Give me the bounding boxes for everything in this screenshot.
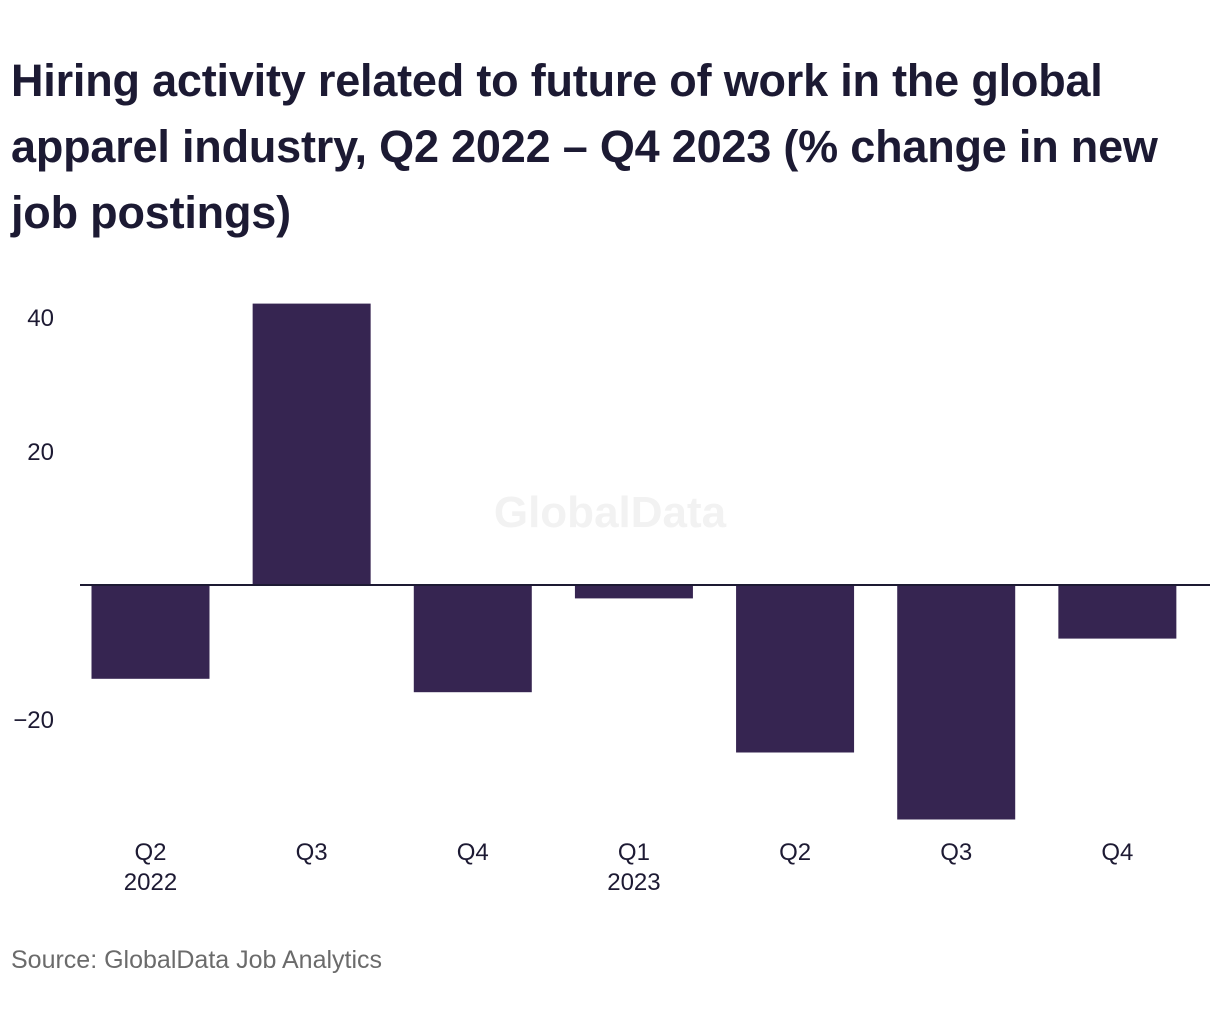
chart-title: Hiring activity related to future of wor… <box>11 55 1158 238</box>
bar-q2-4 <box>736 585 855 753</box>
watermark: GlobalData <box>494 488 727 537</box>
x-tick-label: Q4 <box>457 839 489 866</box>
bar-q4-2 <box>413 585 532 693</box>
x-tick-year-label: 2023 <box>607 869 660 896</box>
x-tick-label: Q3 <box>296 839 328 866</box>
x-tick-label: Q1 <box>618 839 650 866</box>
bar-q2-2022-0 <box>91 585 210 679</box>
x-tick-label: Q3 <box>940 839 972 866</box>
y-tick-label: 20 <box>27 439 54 466</box>
x-tick-year-label: 2022 <box>124 869 177 896</box>
bar-q4-6 <box>1058 585 1177 639</box>
x-tick-label: Q2 <box>134 839 166 866</box>
x-tick-label: Q2 <box>779 839 811 866</box>
y-tick-label: −20 <box>13 707 54 734</box>
bar-q1-2023-3 <box>574 585 693 599</box>
x-tick-label: Q4 <box>1101 839 1133 866</box>
y-tick-label: 40 <box>27 305 54 332</box>
bar-q3-5 <box>897 585 1016 820</box>
bar-q3-1 <box>252 303 371 585</box>
source-note: Source: GlobalData Job Analytics <box>11 946 383 974</box>
